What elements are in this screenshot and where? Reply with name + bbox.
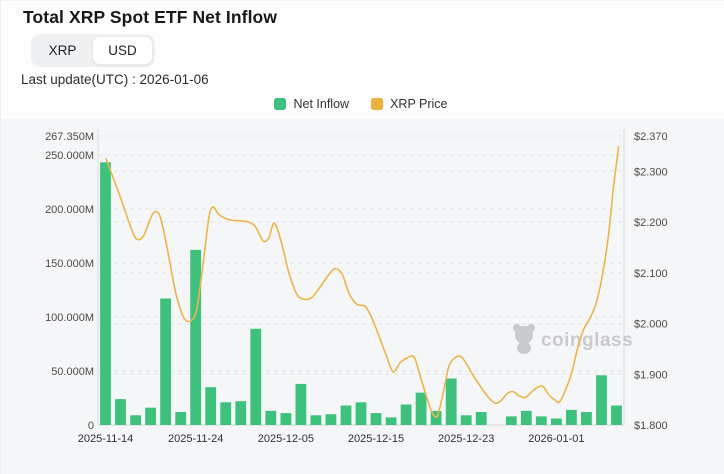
net-inflow-bar[interactable]	[430, 410, 442, 425]
net-inflow-bar[interactable]	[400, 404, 412, 426]
net-inflow-bar[interactable]	[310, 415, 322, 425]
net-inflow-bar[interactable]	[370, 413, 382, 425]
net-inflow-bar[interactable]	[175, 412, 187, 425]
net-inflow-bar[interactable]	[100, 162, 111, 426]
x-axis-tick-label: 2025-11-24	[168, 433, 223, 445]
net-inflow-bar[interactable]	[460, 415, 472, 425]
left-axis-tick-label: 100.000M	[45, 312, 94, 324]
net-inflow-bar[interactable]	[415, 392, 427, 425]
net-inflow-bar[interactable]	[235, 401, 247, 425]
net-inflow-bar[interactable]	[445, 378, 457, 426]
right-axis-tick-label: $2.300	[634, 166, 668, 178]
left-axis-tick-label: 200.000M	[45, 204, 94, 216]
net-inflow-bar[interactable]	[535, 416, 547, 425]
x-axis-tick-label: 2025-11-14	[78, 433, 133, 445]
net-inflow-bar[interactable]	[505, 416, 517, 425]
net-inflow-bar[interactable]	[581, 412, 592, 425]
x-axis-tick-label: 2025-12-23	[438, 433, 494, 445]
x-axis-tick-label: 2026-01-01	[528, 433, 584, 445]
page-title: Total XRP Spot ETF Net Inflow	[23, 7, 278, 27]
net-inflow-bar[interactable]	[596, 375, 607, 425]
left-axis-tick-label: 0	[88, 420, 94, 432]
right-axis-tick-label: $1.800	[634, 420, 668, 432]
net-inflow-bar[interactable]	[475, 412, 487, 425]
net-inflow-swatch-icon	[274, 98, 287, 110]
right-axis-tick-label: $2.370	[634, 131, 668, 143]
net-inflow-bar[interactable]	[355, 402, 367, 425]
net-inflow-bar[interactable]	[551, 418, 562, 426]
x-axis-tick-label: 2025-12-05	[258, 433, 314, 445]
right-axis-tick-label: $2.100	[634, 268, 668, 280]
net-inflow-bar[interactable]	[115, 399, 126, 425]
legend-item-xrp-price[interactable]: XRP Price	[371, 97, 448, 111]
net-inflow-bar[interactable]	[295, 383, 307, 425]
net-inflow-bar[interactable]	[520, 410, 532, 425]
left-axis-tick-label: 250.000M	[45, 150, 94, 162]
right-axis-tick-label: $2.000	[634, 319, 668, 331]
net-inflow-bar[interactable]	[385, 417, 397, 425]
net-inflow-bar[interactable]	[160, 298, 171, 426]
net-inflow-bar[interactable]	[325, 414, 337, 425]
coinglass-bear-icon	[515, 326, 533, 344]
xrp-price-line	[105, 146, 620, 418]
currency-toggle: XRP USD	[31, 34, 155, 67]
legend-label-net-inflow: Net Inflow	[293, 97, 350, 111]
net-inflow-bar[interactable]	[130, 415, 141, 425]
net-inflow-bar[interactable]	[340, 405, 352, 426]
chart-legend: Net Inflow XRP Price	[98, 97, 624, 111]
net-inflow-bar[interactable]	[190, 249, 202, 425]
left-axis-tick-label: 50.000M	[51, 366, 94, 378]
left-axis-tick-label: 150.000M	[45, 258, 94, 270]
right-axis-tick-label: $2.200	[634, 217, 668, 229]
coinglass-bear-icon	[517, 342, 531, 354]
net-inflow-bar[interactable]	[145, 407, 156, 425]
toggle-option-xrp[interactable]: XRP	[48, 43, 77, 58]
net-inflow-bar[interactable]	[250, 328, 262, 425]
xrp-price-swatch-icon	[371, 98, 384, 110]
toggle-option-usd[interactable]: USD	[92, 36, 153, 65]
legend-label-xrp-price: XRP Price	[390, 97, 448, 111]
net-inflow-bar[interactable]	[220, 402, 232, 425]
net-inflow-bar[interactable]	[611, 405, 622, 426]
net-inflow-bar[interactable]	[566, 409, 577, 425]
coinglass-watermark: coinglass	[541, 330, 633, 351]
left-axis-tick-label: 267.350M	[45, 131, 94, 143]
last-update-text: Last update(UTC) : 2026-01-06	[21, 72, 209, 87]
right-axis-tick-label: $1.900	[634, 369, 668, 381]
legend-item-net-inflow[interactable]: Net Inflow	[274, 97, 349, 111]
etf-net-inflow-chart[interactable]: coinglass 267.350M 250.000M 200.000M 150.000…	[1, 121, 724, 474]
x-axis-tick-label: 2025-12-15	[348, 433, 404, 445]
net-inflow-bar[interactable]	[265, 410, 277, 425]
net-inflow-bar[interactable]	[205, 387, 217, 425]
net-inflow-bar[interactable]	[280, 413, 292, 425]
